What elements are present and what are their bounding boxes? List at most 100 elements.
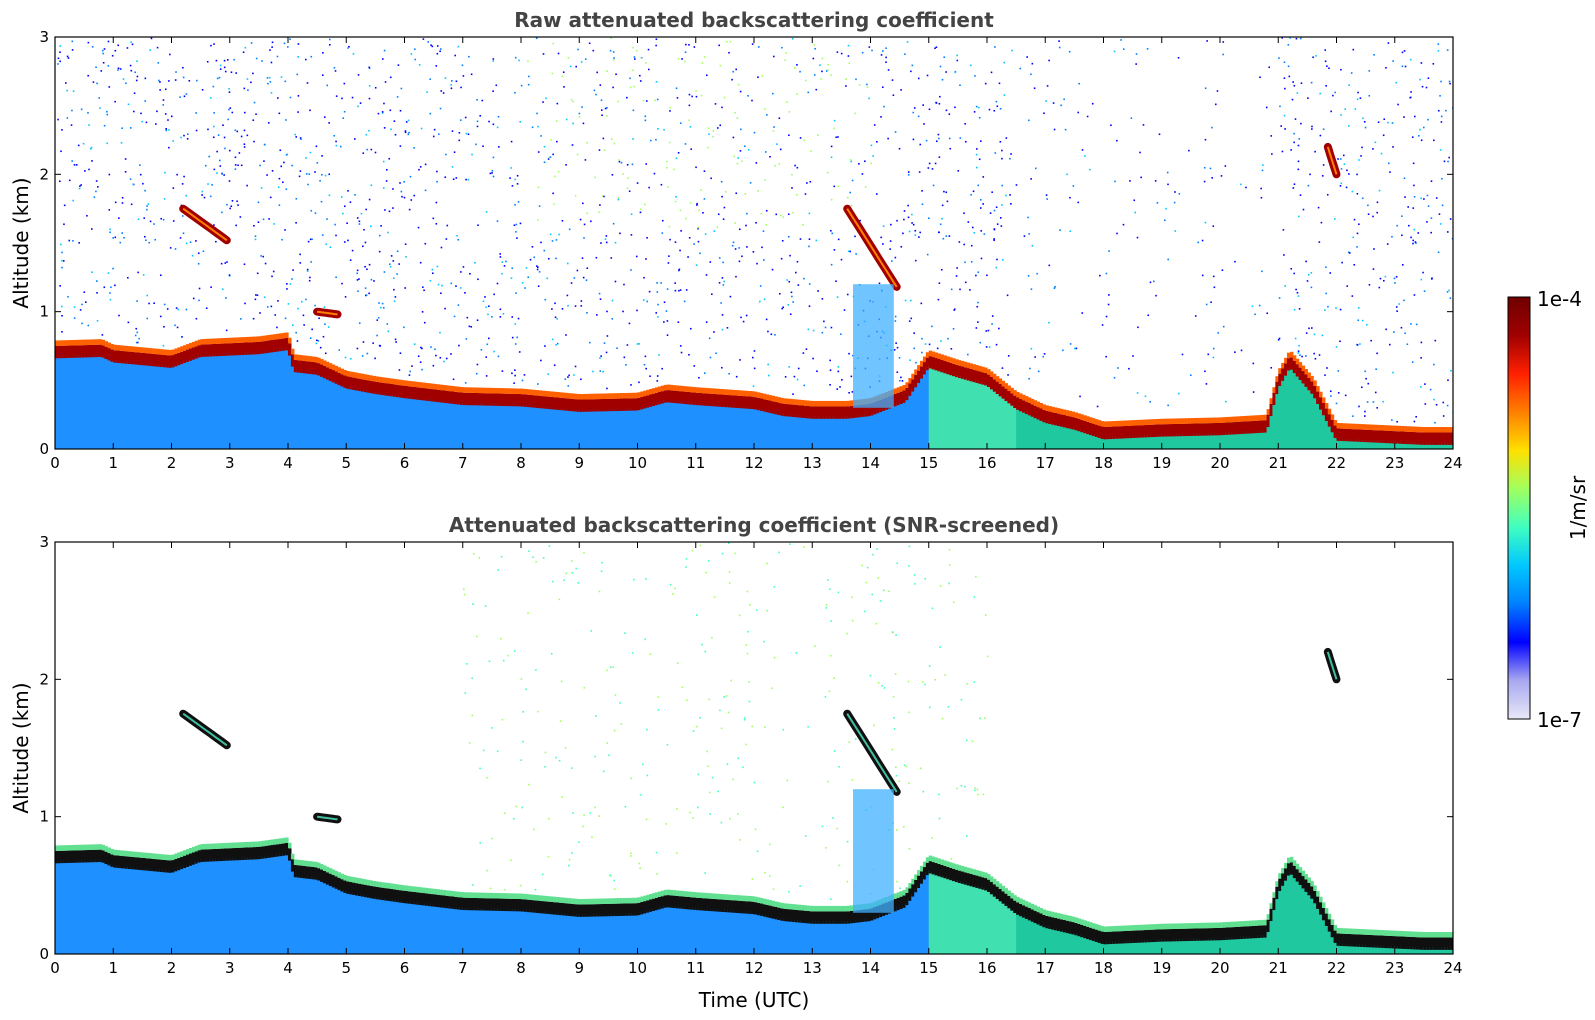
bl-top-band xyxy=(258,341,263,355)
noise-speck xyxy=(729,295,732,298)
noise-speck xyxy=(755,221,757,224)
bl-edge xyxy=(1388,425,1393,431)
bl-top-band xyxy=(660,391,665,404)
bl-column xyxy=(197,354,202,449)
noise-speck xyxy=(764,108,766,110)
bl-top-band xyxy=(267,340,272,353)
bl-column xyxy=(127,361,132,449)
noise-speck xyxy=(585,279,588,282)
bl-column xyxy=(238,352,242,449)
bl-column xyxy=(1144,434,1148,449)
noise-speck xyxy=(1281,37,1283,39)
noise-speck xyxy=(72,240,74,242)
bl-column xyxy=(620,408,624,449)
bl-column xyxy=(1153,939,1157,954)
bl-top-band xyxy=(183,855,187,869)
bl-top-band xyxy=(1345,428,1349,442)
bl-top-band xyxy=(384,383,388,396)
noise-speck xyxy=(222,124,224,127)
bl-column xyxy=(1051,421,1055,449)
noise-speck xyxy=(675,87,678,90)
bl-column xyxy=(154,363,158,449)
bl-edge xyxy=(1243,415,1247,422)
noise-speck xyxy=(919,143,922,146)
noise-speck xyxy=(510,167,512,169)
noise-speck xyxy=(678,289,680,292)
noise-speck xyxy=(1335,402,1338,405)
noise-speck xyxy=(394,338,397,341)
noise-speck xyxy=(577,48,579,51)
bl-edge xyxy=(250,336,254,343)
bl-top-band xyxy=(553,902,557,915)
noise-speck xyxy=(868,46,871,48)
noise-speck xyxy=(493,293,495,296)
noise-speck xyxy=(393,300,396,303)
bl-top-band xyxy=(733,395,738,408)
bl-top-band xyxy=(1187,423,1192,436)
bl-column xyxy=(241,857,245,954)
bl-top-band xyxy=(529,395,534,408)
noise-speck xyxy=(675,195,677,198)
bl-edge xyxy=(593,898,598,905)
bl-edge xyxy=(640,391,644,397)
bl-top-band xyxy=(1403,431,1407,444)
noise-speck xyxy=(155,123,157,125)
noise-speck xyxy=(1301,355,1303,358)
noise-speck xyxy=(1296,291,1299,294)
noise-speck xyxy=(555,343,557,346)
bl-edge xyxy=(681,890,685,897)
bl-edge xyxy=(1295,358,1300,365)
bl-top-band xyxy=(1179,423,1183,437)
bl-column xyxy=(500,908,505,954)
noise-speck xyxy=(1446,291,1449,293)
bl-column xyxy=(541,910,545,954)
bl-edge xyxy=(407,885,411,892)
bl-column xyxy=(258,856,263,954)
bl-edge xyxy=(1371,424,1375,431)
bl-top-band xyxy=(544,396,548,409)
bl-edge xyxy=(582,898,586,905)
noise-speck xyxy=(1225,400,1227,403)
noise-speck xyxy=(225,329,228,332)
x-tick-label: 5 xyxy=(341,454,351,472)
bl-top-band xyxy=(820,911,825,924)
bl-edge xyxy=(206,843,210,850)
noise-speck xyxy=(139,164,141,166)
bl-edge xyxy=(739,895,743,901)
bl-top-band xyxy=(474,393,478,406)
bl-top-band xyxy=(547,396,551,410)
noise-speck xyxy=(885,56,887,59)
heatmap-raw xyxy=(55,37,1453,449)
bl-column xyxy=(250,351,254,449)
noise-speck xyxy=(978,158,981,161)
noise-speck xyxy=(381,111,384,113)
noise-speck xyxy=(943,190,945,193)
noise-speck xyxy=(460,86,462,89)
bl-edge xyxy=(1164,923,1169,930)
bl-edge xyxy=(1220,417,1224,423)
noise-speck xyxy=(1439,149,1442,151)
bl-edge xyxy=(381,377,385,383)
bl-top-band xyxy=(121,856,126,869)
noise-speck xyxy=(1091,102,1094,105)
bl-top-band xyxy=(1074,417,1078,431)
noise-speck xyxy=(941,217,943,220)
noise-speck xyxy=(1430,180,1433,183)
bl-column xyxy=(1155,434,1160,449)
bl-column xyxy=(544,911,548,954)
noise-speck xyxy=(555,239,558,241)
noise-speck xyxy=(87,41,90,44)
noise-speck xyxy=(594,176,596,179)
noise-speck xyxy=(633,85,636,88)
bl-top-band xyxy=(1045,915,1049,929)
bl-top-band xyxy=(1228,422,1233,435)
bl-column xyxy=(756,912,761,954)
noise-speck xyxy=(366,352,369,355)
bl-edge xyxy=(806,400,810,407)
bl-column xyxy=(387,898,391,954)
x-tick-label: 18 xyxy=(1094,454,1113,472)
noise-speck xyxy=(928,217,930,220)
bl-top-band xyxy=(628,398,633,411)
bl-top-band xyxy=(229,848,234,861)
noise-speck xyxy=(1212,225,1215,227)
